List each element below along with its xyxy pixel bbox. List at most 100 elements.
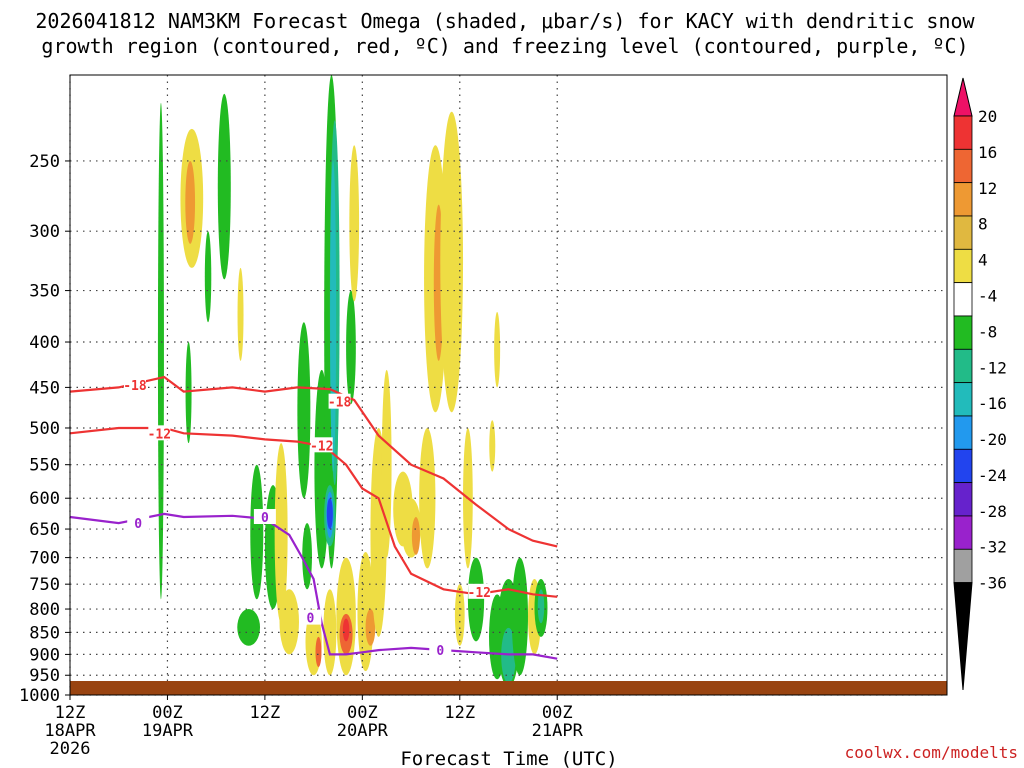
omega-region-6 — [204, 231, 212, 323]
contour-label-bg — [468, 583, 491, 599]
colorbar-label: 12 — [978, 179, 997, 198]
omega-region-5 — [185, 342, 192, 444]
colorbar-segment — [953, 548, 973, 584]
colorbar-top-arrow — [953, 77, 973, 117]
credit-text: coolwx.com/modelts — [845, 743, 1018, 762]
colorbar-label: -24 — [978, 466, 1007, 485]
contour-label: -18 — [123, 379, 147, 394]
contour-label: 0 — [436, 644, 444, 659]
colorbar-label: -8 — [978, 322, 997, 341]
contour-label: 0 — [134, 517, 142, 532]
y-tick-label: 500 — [29, 419, 60, 439]
colorbar-segment — [953, 248, 973, 284]
omega-region-20 — [330, 160, 337, 472]
omega-region-30 — [365, 609, 376, 646]
y-tick-label: 350 — [29, 282, 60, 302]
y-tick-label: 1000 — [19, 686, 60, 706]
chart-title-line-2: growth region (contoured, red, ºC) and f… — [41, 34, 968, 58]
y-tick-label: 950 — [29, 666, 60, 686]
y-tick-label: 400 — [29, 333, 60, 353]
y-tick-label: 250 — [29, 152, 60, 172]
colorbar-segment — [953, 215, 973, 250]
contour-label-bg — [328, 393, 351, 409]
colorbar-label: 20 — [978, 107, 997, 126]
colorbar-segment — [953, 415, 973, 450]
colorbar-label: -28 — [978, 502, 1007, 521]
omega-region-51 — [494, 311, 501, 388]
contour-label-bg — [310, 437, 333, 453]
omega-region-17 — [323, 589, 337, 676]
omega-region-15 — [315, 636, 322, 668]
omega-region-42 — [467, 557, 485, 642]
omega-region-27 — [346, 290, 356, 405]
contour-label-bg — [123, 376, 146, 392]
y-tick-label: 300 — [29, 222, 60, 242]
colorbar-label: 16 — [978, 143, 997, 162]
colorbar-segment — [953, 382, 973, 417]
colorbar-label: -20 — [978, 430, 1007, 449]
contour-label-bg — [148, 425, 171, 441]
y-tick-label: 600 — [29, 489, 60, 509]
x-tick-label: 18APR — [44, 721, 96, 741]
omega-region-0 — [157, 102, 164, 600]
colorbar-label: -12 — [978, 358, 1007, 377]
y-tick-label: 550 — [29, 456, 60, 476]
x-tick-label: 00Z — [152, 703, 183, 723]
contour-label: -18 — [328, 396, 352, 411]
y-tick-label: 800 — [29, 600, 60, 620]
omega-region-28 — [349, 145, 360, 302]
x-tick-label: 12Z — [444, 703, 475, 723]
x-tick-label: 19APR — [142, 721, 194, 741]
contour-freezing-level — [69, 512, 558, 660]
colorbar-label: 8 — [978, 215, 988, 234]
colorbar-label: -4 — [978, 286, 997, 305]
colorbar-segment — [953, 282, 973, 317]
colorbar-segment — [953, 515, 973, 550]
contour-label-bg — [299, 609, 322, 625]
terrain-band — [70, 681, 947, 695]
colorbar-label: -36 — [978, 574, 1007, 593]
plot-area: -18 -18 -12 -12 -12 0 0 0 0 — [69, 75, 947, 696]
contour-label: -12 — [148, 427, 171, 442]
omega-region-10 — [274, 443, 288, 624]
colorbar-segment — [953, 482, 973, 517]
y-tick-label: 650 — [29, 520, 60, 540]
x-axis-label: Forecast Time (UTC) — [400, 748, 617, 768]
contour-label: 0 — [261, 511, 269, 526]
contour-label: -12 — [310, 439, 333, 454]
colorbar-label: -16 — [978, 394, 1007, 413]
y-tick-label: 750 — [29, 575, 60, 595]
omega-region-45 — [501, 627, 516, 684]
omega-region-26 — [342, 618, 350, 642]
x-tick-label: 20APR — [337, 721, 389, 741]
contour-label: 0 — [306, 612, 314, 627]
omega-region-13 — [302, 523, 312, 590]
y-tick-label: 700 — [29, 549, 60, 569]
omega-region-49 — [537, 589, 545, 624]
omega-region-8 — [250, 464, 264, 600]
omega-region-3 — [217, 93, 231, 280]
y-tick-label: 450 — [29, 378, 60, 398]
colorbar-segment — [953, 182, 973, 217]
contour-label-bg — [429, 642, 452, 658]
x-tick-label: 00Z — [347, 703, 378, 723]
plot-frame — [69, 74, 948, 696]
omega-region-23 — [326, 498, 333, 530]
omega-region-12 — [297, 322, 311, 499]
x-tick-label: 2026 — [50, 739, 91, 759]
colorbar-segment — [953, 115, 973, 150]
colorbar: 20 16 12 8 4 -4 -8 -12 -16 -20 -24 -28 -32 -36 — [953, 77, 1007, 691]
omega-region-32 — [381, 369, 392, 558]
colorbar-segment — [953, 448, 973, 484]
contour-label-bg — [127, 515, 150, 531]
omega-region-39 — [440, 111, 464, 413]
contour-label-bg — [253, 509, 276, 525]
colorbar-segment — [953, 348, 973, 384]
x-tick-label: 21APR — [532, 721, 584, 741]
omega-region-4 — [237, 267, 244, 361]
y-tick-label: 850 — [29, 623, 60, 643]
x-tick-label: 00Z — [542, 703, 573, 723]
omega-region-36 — [419, 427, 436, 569]
colorbar-label: 4 — [978, 251, 988, 270]
